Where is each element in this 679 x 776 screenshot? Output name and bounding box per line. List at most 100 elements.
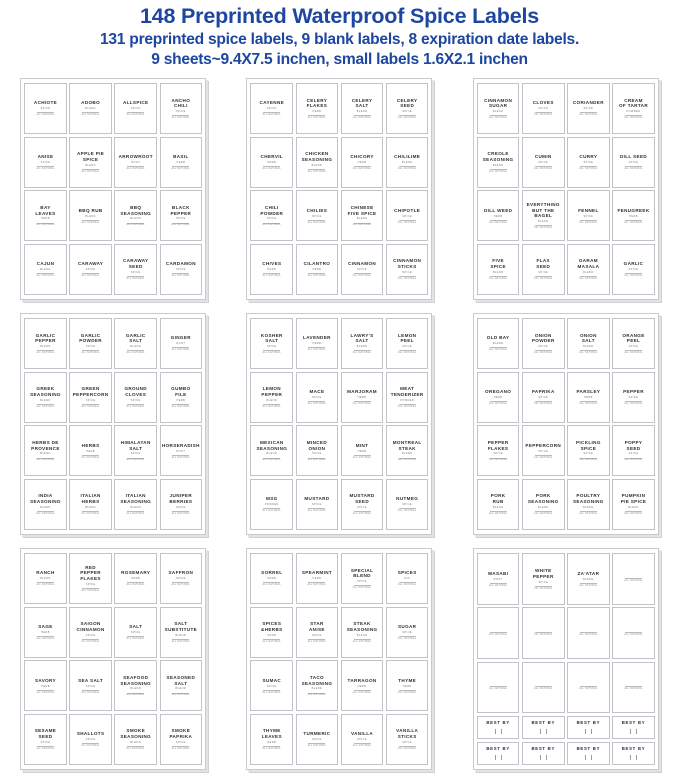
spice-label: STEAK SEASONING BLEND ALL NATURAL bbox=[340, 606, 384, 658]
spice-name: GARLIC SALT bbox=[125, 332, 146, 344]
label-divider bbox=[308, 638, 326, 640]
label-divider bbox=[353, 454, 371, 456]
spice-name: CHILIES bbox=[306, 207, 328, 213]
spice-category: HERB bbox=[402, 684, 412, 688]
label-divider bbox=[534, 276, 552, 277]
spice-label: TARRAGON HERB ALL NATURAL bbox=[340, 660, 384, 712]
best-by-slot-divider bbox=[494, 728, 496, 734]
spice-category: BLEND bbox=[85, 214, 96, 218]
best-by-slot-divider bbox=[636, 754, 637, 760]
spice-label: CHIVES HERB ALL NATURAL bbox=[250, 243, 294, 295]
spice-label: CINNAMON STICKS SPICE ALL NATURAL bbox=[385, 243, 429, 295]
spice-name: CELERY SEED bbox=[396, 97, 418, 109]
spice-label: KOSHER SALT SPICE ALL NATURAL bbox=[250, 318, 294, 370]
label-footer: ALL NATURAL bbox=[624, 579, 643, 582]
label-footer: ALL NATURAL bbox=[171, 584, 191, 587]
label-sheet-grid: LABEL-1ACHIOTESPICEALL NATURALADOBOBLEND… bbox=[0, 78, 679, 776]
spice-label: THYME HERB ALL NATURAL bbox=[385, 660, 429, 712]
label-footer: ALL NATURAL bbox=[36, 748, 55, 751]
label-footer: ALL NATURAL bbox=[126, 168, 145, 171]
spice-label: ZA'ATAR BLEND ALL NATURAL bbox=[567, 553, 610, 605]
spice-label: SEA SALT SPICE ALL NATURAL bbox=[69, 660, 112, 712]
label-divider bbox=[398, 689, 416, 691]
best-by-label: BEST BY bbox=[521, 715, 565, 740]
spice-category: SPICE bbox=[175, 217, 186, 221]
spice-label: SALT SPICE ALL NATURAL bbox=[114, 606, 158, 658]
spice-label: MONTREAL STEAK BLEND ALL NATURAL bbox=[385, 425, 429, 477]
label-footer: ALL NATURAL bbox=[352, 117, 372, 120]
label-divider bbox=[308, 401, 326, 402]
spice-name: GUMBO FILE bbox=[171, 386, 191, 397]
label-footer: ALL NATURAL bbox=[171, 117, 191, 120]
blank-spice-label: ALL NATURAL bbox=[612, 607, 655, 660]
spice-label: FIVE SPICE BLEND ALL NATURAL bbox=[476, 243, 520, 295]
label-footer: ALL NATURAL bbox=[488, 278, 508, 281]
spice-name: MUSTARD SEED bbox=[349, 493, 375, 505]
spice-label: BAY LEAVES HERB ALL NATURAL bbox=[24, 190, 67, 242]
label-divider bbox=[308, 219, 326, 221]
label-footer: ALL NATURAL bbox=[307, 221, 327, 224]
spice-category: POWDER bbox=[400, 398, 415, 402]
spice-name: ONION SALT bbox=[579, 332, 597, 344]
label-divider bbox=[625, 457, 642, 459]
label-footer: ALL NATURAL bbox=[579, 114, 598, 117]
spice-category: HERB bbox=[131, 577, 141, 581]
label-footer: ALL NATURAL bbox=[36, 638, 55, 641]
label-divider bbox=[534, 631, 552, 633]
label-footer: ALL NATURAL bbox=[36, 584, 55, 587]
label-divider bbox=[353, 115, 371, 116]
spice-category: SPICE bbox=[628, 452, 639, 456]
spice-name: TURMERIC bbox=[303, 731, 331, 737]
spice-name: GREEK SEASONING bbox=[30, 386, 61, 397]
spice-name: CREAM OF TARTAR bbox=[618, 97, 648, 109]
spice-label: SAVORY HERB ALL NATURAL bbox=[24, 660, 67, 712]
spice-category: SPICE bbox=[583, 160, 594, 164]
spice-category: BLEND bbox=[583, 506, 594, 510]
spice-label: BBQ SEASONING BLEND ALL NATURAL bbox=[114, 190, 158, 242]
spice-category: SPICE bbox=[538, 449, 549, 453]
label-footer: ALL NATURAL bbox=[36, 405, 55, 408]
spice-name: MINT bbox=[355, 442, 369, 448]
label-footer: ALL NATURAL bbox=[397, 278, 417, 281]
spice-name: SMOKE SEASONING bbox=[120, 728, 152, 740]
label-footer: ALL NATURAL bbox=[126, 114, 145, 117]
label-divider bbox=[625, 401, 642, 402]
spice-name: CHICORY bbox=[350, 154, 374, 160]
spice-category: BLEND bbox=[130, 217, 142, 221]
spice-name: SPEARMINT bbox=[301, 570, 333, 576]
spice-name: CHERVIL bbox=[260, 154, 284, 160]
label-divider bbox=[489, 168, 507, 170]
spice-name: CHIPOTLE bbox=[394, 207, 421, 213]
label-divider bbox=[82, 511, 100, 512]
spice-label: HORSERADISH ROOT ALL NATURAL bbox=[159, 425, 203, 477]
spice-label: SMOKE SEASONING BLEND ALL NATURAL bbox=[114, 713, 158, 765]
label-footer: ALL NATURAL bbox=[579, 168, 598, 171]
label-divider bbox=[36, 273, 54, 274]
label-divider bbox=[353, 638, 371, 640]
label-footer: ALL NATURAL bbox=[126, 748, 145, 751]
spice-category: MIX bbox=[404, 577, 411, 581]
label-divider bbox=[82, 689, 100, 691]
spice-label: CUMIN SPICE ALL NATURAL bbox=[521, 136, 565, 188]
label-divider bbox=[308, 582, 326, 583]
label-divider bbox=[579, 219, 597, 221]
spice-category: BLEND bbox=[311, 687, 323, 691]
label-divider bbox=[263, 222, 281, 224]
spice-name: TARRAGON bbox=[347, 677, 377, 683]
spice-label: PAPRIKA SPICE ALL NATURAL bbox=[521, 371, 565, 423]
spice-category: ROOT bbox=[493, 577, 503, 581]
spice-label: POPPY SEED SPICE ALL NATURAL bbox=[612, 425, 655, 477]
label-divider bbox=[263, 457, 281, 459]
label-footer: ALL NATURAL bbox=[307, 170, 327, 173]
spice-category: SPICE bbox=[357, 738, 367, 742]
label-sheet: SORREL HERB ALL NATURAL SPEARMINT HERB ALL NA… bbox=[246, 548, 433, 770]
spice-name: CINNAMON bbox=[348, 261, 377, 267]
spice-category: SPICE bbox=[402, 345, 413, 349]
label-footer: ALL NATURAL bbox=[352, 352, 372, 355]
label-footer: ALL NATURAL bbox=[397, 510, 417, 513]
label-divider bbox=[36, 582, 54, 583]
spice-label: PEPPER SPICE ALL NATURAL bbox=[612, 371, 655, 423]
label-divider bbox=[127, 582, 145, 583]
spice-name: APPLE PIE SPICE bbox=[77, 151, 105, 162]
spice-category: BLEND bbox=[356, 217, 368, 221]
